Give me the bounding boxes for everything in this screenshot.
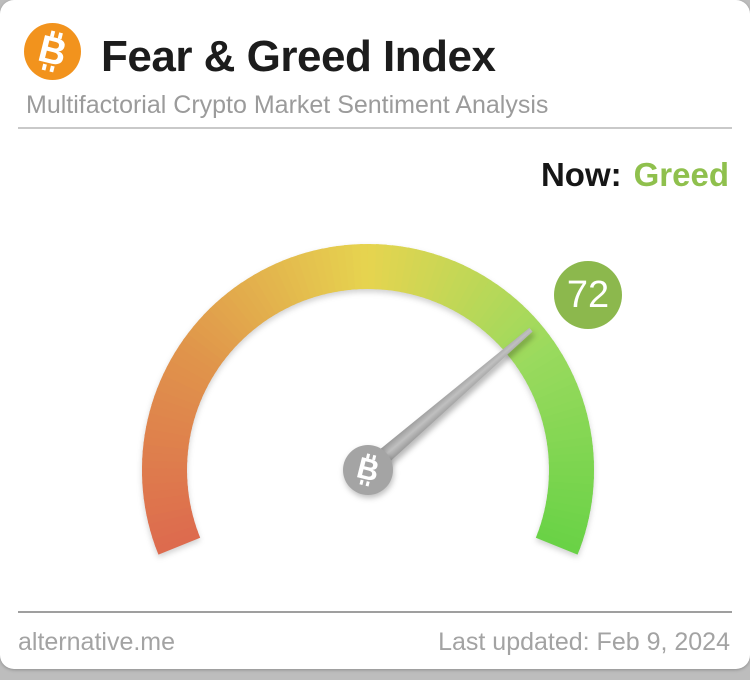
source-link[interactable]: alternative.me — [18, 628, 176, 656]
gauge-arc — [142, 243, 595, 555]
sentiment-value: Greed — [633, 156, 729, 193]
gauge-value-badge: 72 — [554, 261, 622, 329]
footer-divider — [18, 611, 732, 613]
current-sentiment: Now: Greed — [541, 156, 729, 194]
bitcoin-icon: B — [34, 28, 71, 75]
header-divider — [18, 127, 732, 129]
bitcoin-logo: B — [24, 23, 81, 80]
gauge-needle — [362, 327, 533, 477]
gauge-hub — [343, 445, 393, 495]
now-label: Now: — [540, 156, 622, 193]
page-subtitle: Multifactorial Crypto Market Sentiment A… — [26, 91, 549, 119]
page-title: Fear & Greed Index — [101, 32, 496, 81]
last-updated-text: Last updated: Feb 9, 2024 — [438, 628, 730, 656]
